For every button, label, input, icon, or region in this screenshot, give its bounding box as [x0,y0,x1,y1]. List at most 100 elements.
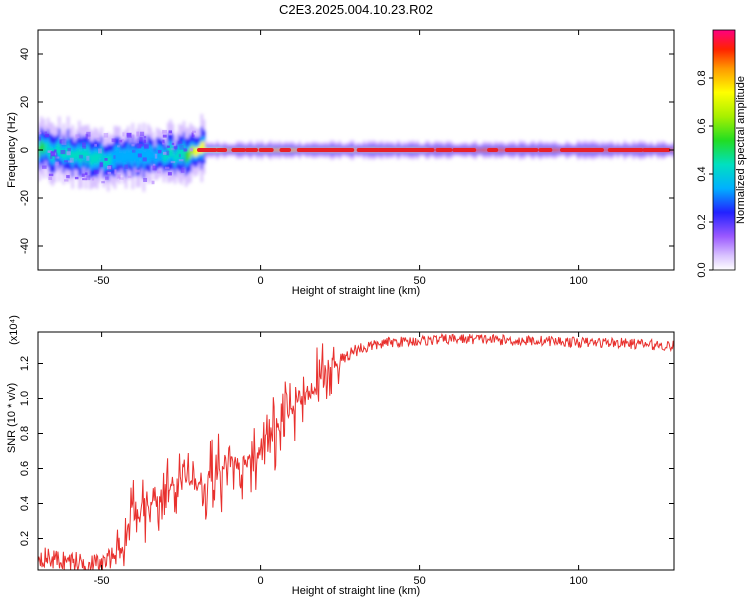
ridge-segment [419,148,435,152]
spectrogram-cell [293,148,297,152]
spectrogram-speck [164,166,170,169]
spectrogram-cell [46,142,50,154]
spectrogram-speck [171,142,175,145]
x-tick-label: 100 [569,575,587,587]
spectrogram-cell [113,151,117,164]
spectrogram-cell [173,155,177,165]
colorbar-tick-label: 0.0 [696,262,708,277]
spectrogram-cell [153,155,157,164]
spectrogram-cell [95,153,99,165]
spectrogram-speck [135,169,140,173]
spectrogram-speck [162,139,165,144]
spectrogram-speck [117,145,120,148]
ridge-segment [329,148,347,152]
spectrogram-speck [107,171,111,175]
spectrogram-speck [67,147,71,152]
spectrogram-cell [149,150,152,161]
spectrogram-speck [96,137,101,140]
spectrogram-speck [127,175,132,178]
spectrogram-cell [176,150,179,160]
spectrogram-speck [78,154,83,159]
spectrogram-speck [82,146,87,149]
spectrogram-speck [83,175,87,181]
spectrogram-speck [98,148,102,154]
spectrogram-speck [151,180,155,185]
spectrogram-speck [132,149,136,153]
spectrogram-cell [184,151,188,163]
snr-y-multiplier: (x10⁴) [8,315,20,345]
ridge-segment [435,148,453,152]
figure-title: C2E3.2025.004.10.23.R02 [279,2,433,17]
ridge-segment [607,148,630,152]
spectrogram-cell [86,147,90,158]
spectrogram-speck [101,181,105,184]
spectrogram-speck [162,151,167,155]
colorbar-tick-label: 0.6 [696,118,708,133]
ridge-segment [258,148,274,152]
spectrogram-speck [66,175,70,179]
spectrogram-speck [87,136,91,140]
spectrogram-speck [170,161,176,164]
spectrogram-speck [143,139,147,144]
snr-frame [37,331,675,571]
spectrogram-cell [127,147,130,158]
spectrogram-speck [85,175,91,181]
spectrogram-speck [135,139,140,144]
spectrogram-speck [154,153,158,159]
spectrogram-speck [117,175,120,178]
spectrogram-speck [191,132,194,138]
ridge-segment [642,148,665,152]
spectrogram-cell [84,151,88,164]
spectrogram-cell [178,147,181,159]
spectrogram-speck [131,143,135,147]
y-tick-label: 1.0 [19,391,31,406]
y-tick-label: 0.4 [19,496,31,511]
spectrogram-cell [42,143,45,155]
spectrogram-speck [75,134,80,139]
spectrogram-cell [160,149,163,158]
spectrogram-cell [276,148,279,152]
spectrogram-speck [119,177,124,180]
spectrogram-speck [99,162,103,167]
ridge-segment [538,148,553,152]
spectrogram-speck [178,159,184,162]
spectrogram-cell [120,153,123,161]
spectrogram-speck [55,156,60,159]
spectrogram-speck [143,144,149,149]
spectrogram-cell [124,153,128,165]
spectrogram-speck [111,138,117,143]
spectrogram-speck [138,145,141,149]
spectrogram-speck [152,165,157,171]
spectrogram-cell [80,151,83,164]
ridge-segment [452,148,470,152]
spectrogram-speck [50,151,56,157]
spectrogram-speck [137,153,142,158]
x-tick-label: -50 [94,575,110,587]
spectrogram-cell [605,148,609,152]
spectrogram-speck [168,130,173,134]
spectrogram-speck [139,136,143,142]
spectrogram-speck [180,167,185,173]
spectrogram-speck [162,129,168,134]
ridge-segment [310,148,334,152]
ridge-segment [660,148,671,152]
spectrogram-speck [94,143,97,147]
spectrogram-speck [191,134,195,138]
spectrogram-cell [91,154,94,166]
colorbar-tick-label: 0.2 [696,214,708,229]
spectrogram-speck [86,131,91,137]
spectrogram-speck [126,132,132,137]
spectrogram-speck [116,174,121,179]
y-tick-label: 20 [19,96,31,108]
x-tick-label: 50 [413,275,425,287]
spectrogram-speck [47,150,52,153]
spectrogram-specks [38,129,196,185]
spectrogram-speck [44,131,47,134]
ridge-segment [356,148,380,152]
spectrogram-speck [81,173,85,177]
y-tick-label: 0.8 [19,426,31,441]
spectrogram-heat [38,113,674,192]
spectrogram-cell [102,156,106,167]
spectrogram-cell [38,146,41,158]
spectrogram-cell [162,152,166,162]
